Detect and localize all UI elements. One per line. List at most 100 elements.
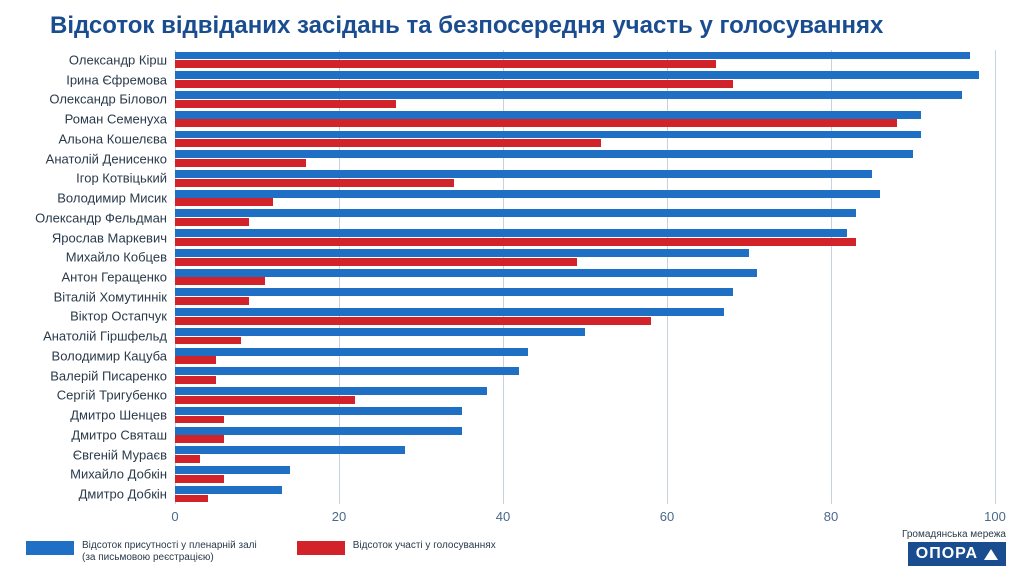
bar-presence [175,229,847,237]
bar-presence [175,170,872,178]
y-category-label: Сергій Тригубенко [57,388,167,403]
bar-voting [175,119,897,127]
bar-voting [175,60,716,68]
footer: Громадянська мережа ОПОРА [902,529,1006,566]
y-category-label: Роман Семенуха [65,112,167,127]
x-tick-label: 40 [496,509,510,524]
legend-label-voting: Відсоток участі у голосуваннях [353,540,496,552]
bar-row: Ярослав Маркевич [175,228,995,248]
bar-presence [175,466,290,474]
legend-label-presence: Відсоток присутності у пленарній залі (з… [82,540,257,564]
bar-presence [175,486,282,494]
y-category-label: Володимир Мисик [57,191,167,206]
bar-voting [175,297,249,305]
bar-voting [175,218,249,226]
legend-item-voting: Відсоток участі у голосуваннях [297,540,496,555]
y-category-label: Дмитро Добкін [79,487,167,502]
bar-presence [175,308,724,316]
bar-row: Віктор Остапчук [175,307,995,327]
y-category-label: Євгеній Мураєв [73,447,167,462]
bar-presence [175,387,487,395]
y-category-label: Володимир Кацуба [52,348,167,363]
page-title: Відсоток відвіданих засідань та безпосер… [0,0,1024,48]
bar-row: Антон Геращенко [175,267,995,287]
bar-presence [175,269,757,277]
legend: Відсоток присутності у пленарній залі (з… [26,540,496,564]
bar-presence [175,111,921,119]
bar-row: Ігор Котвіцький [175,168,995,188]
y-category-label: Олександр Кірш [69,52,167,67]
bar-presence [175,150,913,158]
bar-presence [175,71,979,79]
y-category-label: Михайло Добкін [70,467,167,482]
legend-item-presence: Відсоток присутності у пленарній залі (з… [26,540,257,564]
bar-voting [175,376,216,384]
bar-voting [175,179,454,187]
bar-row: Володимир Кацуба [175,346,995,366]
legend-swatch-blue [26,541,74,555]
bar-voting [175,198,273,206]
y-category-label: Віктор Остапчук [70,309,167,324]
bar-voting [175,277,265,285]
bar-row: Роман Семенуха [175,109,995,129]
gridline [995,50,996,504]
bar-row: Валерій Писаренко [175,366,995,386]
bar-voting [175,495,208,503]
y-category-label: Ігор Котвіцький [76,171,167,186]
bar-row: Євгеній Мураєв [175,445,995,465]
bar-row: Дмитро Святаш [175,425,995,445]
bar-row: Альона Кошелєва [175,129,995,149]
x-tick-label: 0 [171,509,178,524]
bar-presence [175,367,519,375]
bar-row: Анатолій Гіршфельд [175,326,995,346]
bar-row: Олександр Біловол [175,89,995,109]
y-category-label: Олександр Фельдман [35,210,167,225]
bar-voting [175,258,577,266]
y-category-label: Антон Геращенко [61,269,167,284]
bar-presence [175,249,749,257]
y-category-label: Дмитро Шенцев [70,408,167,423]
bar-voting [175,337,241,345]
bar-presence [175,407,462,415]
bar-presence [175,446,405,454]
bar-voting [175,159,306,167]
bar-row: Сергій Тригубенко [175,386,995,406]
x-tick-label: 20 [332,509,346,524]
bar-presence [175,52,970,60]
bar-voting [175,238,856,246]
bar-voting [175,396,355,404]
bar-presence [175,209,856,217]
bar-row: Анатолій Денисенко [175,149,995,169]
bar-row: Віталій Хомутиннік [175,287,995,307]
y-category-label: Анатолій Гіршфельд [43,329,167,344]
y-category-label: Ірина Єфремова [66,72,167,87]
legend-swatch-red [297,541,345,555]
triangle-icon [984,549,998,560]
bar-voting [175,416,224,424]
footer-small-text: Громадянська мережа [902,529,1006,540]
x-tick-label: 100 [984,509,1006,524]
bar-row: Дмитро Добкін [175,484,995,504]
y-category-label: Альона Кошелєва [58,131,167,146]
bar-voting [175,356,216,364]
y-category-label: Віталій Хомутиннік [54,289,167,304]
y-category-label: Ярослав Маркевич [52,230,167,245]
bar-presence [175,131,921,139]
bar-presence [175,328,585,336]
y-category-label: Дмитро Святаш [71,427,167,442]
bar-voting [175,435,224,443]
bar-voting [175,139,601,147]
opora-logo: ОПОРА [908,542,1006,566]
bar-voting [175,455,200,463]
bar-voting [175,80,733,88]
bar-presence [175,427,462,435]
bar-row: Олександр Кірш [175,50,995,70]
bar-presence [175,348,528,356]
y-category-label: Олександр Біловол [49,92,167,107]
bar-row: Дмитро Шенцев [175,405,995,425]
chart: Олександр КіршІрина ЄфремоваОлександр Бі… [175,50,995,522]
bar-voting [175,475,224,483]
bar-row: Володимир Мисик [175,188,995,208]
bar-row: Михайло Добкін [175,465,995,485]
y-category-label: Анатолій Денисенко [46,151,167,166]
